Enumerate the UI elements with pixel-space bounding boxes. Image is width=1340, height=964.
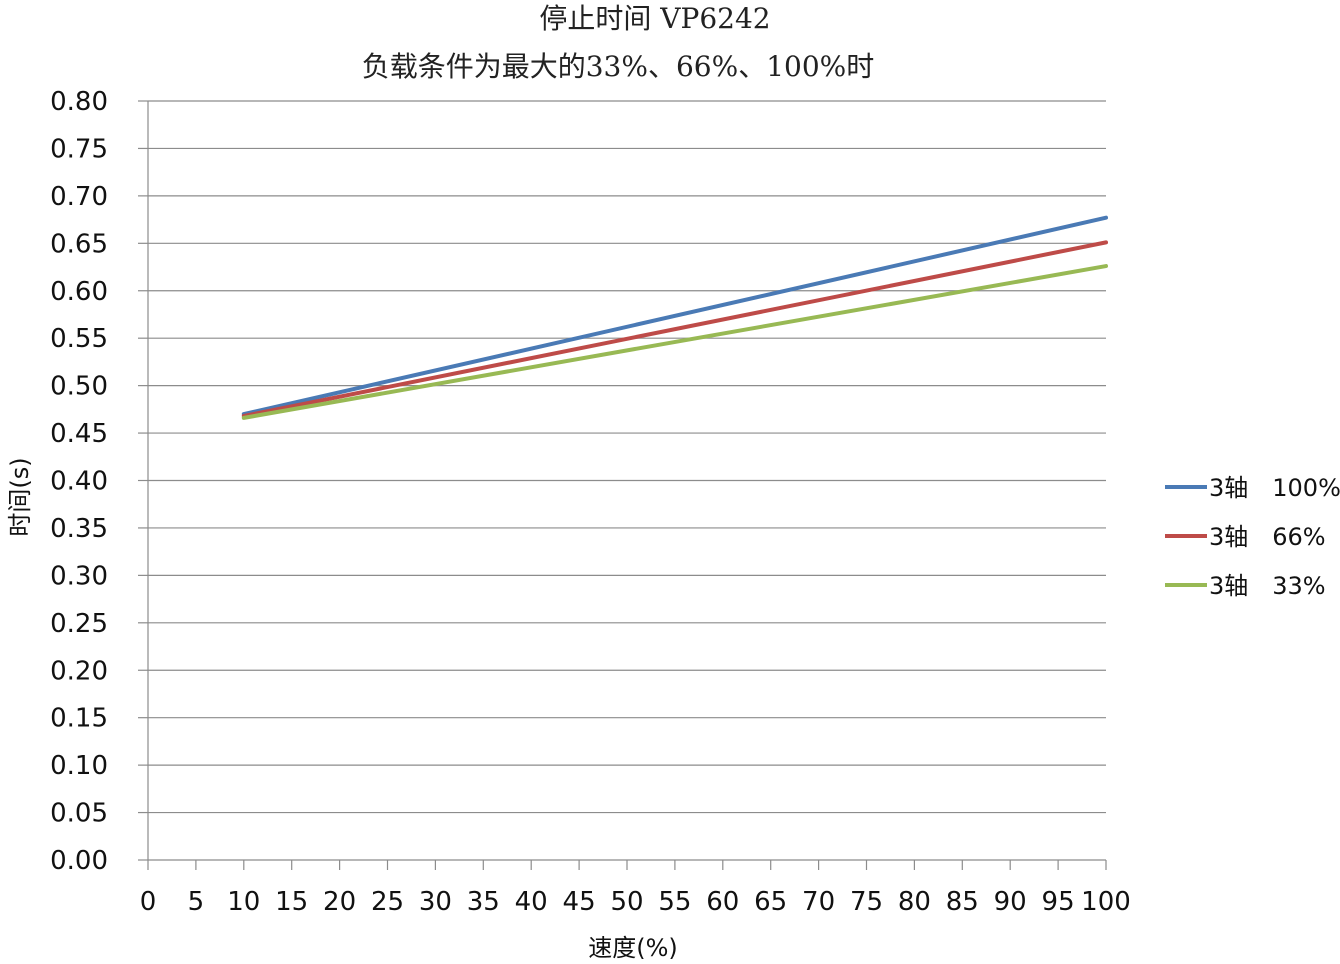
x-tick-label: 40 bbox=[515, 887, 548, 917]
y-tick-label: 0.40 bbox=[50, 467, 108, 497]
y-tick-label: 0.75 bbox=[50, 134, 108, 164]
legend-label-2: 3轴 33% bbox=[1209, 572, 1326, 600]
y-tick-label: 0.80 bbox=[50, 87, 108, 117]
series-line-2 bbox=[241, 264, 1108, 420]
y-axis-title: 时间(s) bbox=[6, 457, 34, 536]
y-tick-label: 0.65 bbox=[50, 229, 108, 259]
x-tick-label: 85 bbox=[946, 887, 979, 917]
axes bbox=[138, 100, 1107, 870]
x-tick-labels: 0 5 10 15 20 25 30 35 40 45 50 55 60 65 70 75 80 85 90 95 10… bbox=[140, 887, 1131, 917]
y-tick-label: 0.30 bbox=[50, 561, 108, 591]
y-tick-label: 0.45 bbox=[50, 419, 108, 449]
x-tick-label: 50 bbox=[610, 887, 643, 917]
legend: 3轴 100% 3轴 66% 3轴 33% bbox=[1165, 474, 1340, 600]
x-axis-title: 速度(%) bbox=[588, 934, 678, 962]
y-tick-label: 0.20 bbox=[50, 656, 108, 686]
legend-label-1: 3轴 66% bbox=[1209, 523, 1326, 551]
x-tick-label: 45 bbox=[563, 887, 596, 917]
x-tick-label: 5 bbox=[188, 887, 205, 917]
y-tick-label: 0.55 bbox=[50, 324, 108, 354]
series-line-1 bbox=[241, 240, 1108, 418]
x-tick-label: 20 bbox=[323, 887, 356, 917]
x-tick-label: 90 bbox=[994, 887, 1027, 917]
y-tick-label: 0.60 bbox=[50, 277, 108, 307]
x-tick-label: 35 bbox=[467, 887, 500, 917]
chart-subtitle: 负载条件为最大的33%、66%、100%时 bbox=[362, 50, 875, 83]
x-tick-label: 0 bbox=[140, 887, 157, 917]
series-line-0 bbox=[241, 215, 1108, 417]
y-tick-label: 0.15 bbox=[50, 704, 108, 734]
x-tick-label: 15 bbox=[275, 887, 308, 917]
y-tick-label: 0.10 bbox=[50, 751, 108, 781]
x-tick-label: 70 bbox=[802, 887, 835, 917]
x-tick-label: 75 bbox=[850, 887, 883, 917]
x-tick-label: 80 bbox=[898, 887, 931, 917]
y-tick-labels: 0.00 0.05 0.10 0.15 0.20 0.25 0.30 0.35 0.40 0.45… bbox=[50, 87, 108, 876]
x-tick-label: 55 bbox=[658, 887, 691, 917]
y-tick-label: 0.35 bbox=[50, 514, 108, 544]
x-tick-label: 30 bbox=[419, 887, 452, 917]
y-tick-label: 0.05 bbox=[50, 799, 108, 829]
x-tick-label: 95 bbox=[1042, 887, 1075, 917]
x-tick-label: 25 bbox=[371, 887, 404, 917]
y-tick-label: 0.70 bbox=[50, 182, 108, 212]
x-tick-label: 65 bbox=[754, 887, 787, 917]
series-lines bbox=[241, 215, 1108, 420]
x-tick-label: 10 bbox=[227, 887, 260, 917]
y-tick-label: 0.00 bbox=[50, 846, 108, 876]
x-tick-label: 60 bbox=[706, 887, 739, 917]
y-tick-label: 0.25 bbox=[50, 609, 108, 639]
grid-lines bbox=[148, 100, 1106, 814]
x-tick-label: 100 bbox=[1081, 887, 1131, 917]
chart-title: 停止时间 VP6242 bbox=[539, 2, 770, 35]
legend-label-0: 3轴 100% bbox=[1209, 474, 1340, 502]
y-tick-label: 0.50 bbox=[50, 372, 108, 402]
